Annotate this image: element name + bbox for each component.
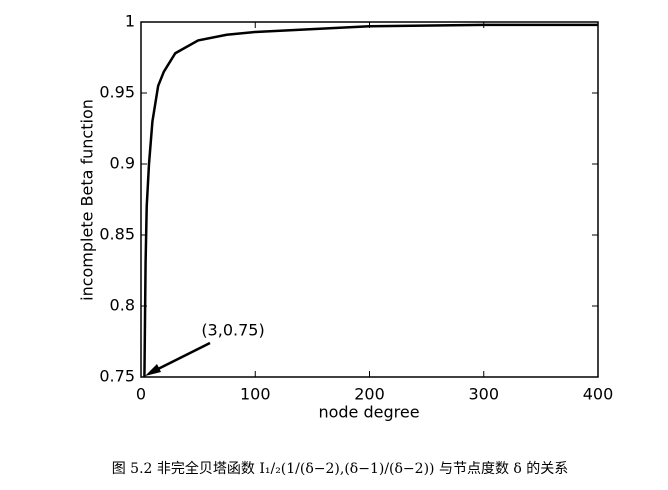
y-tick-label: 0.95 xyxy=(99,83,135,102)
caption: 图 5.2 非完全贝塔函数 I₁/₂(1/(δ−2),(δ−1)/(δ−2)) … xyxy=(112,460,569,477)
y-tick-label: 0.85 xyxy=(99,225,135,244)
y-tick-label: 0.9 xyxy=(110,154,135,173)
y-axis-label: incomplete Beta function xyxy=(78,99,97,301)
arrow-head xyxy=(145,364,161,376)
x-tick-label: 200 xyxy=(354,385,385,404)
annotation-arrow xyxy=(149,341,211,375)
x-tick-label: 0 xyxy=(136,385,146,404)
x-tick-label: 400 xyxy=(583,385,614,404)
x-tick-label: 300 xyxy=(468,385,499,404)
y-tick-label: 0.75 xyxy=(99,367,135,386)
line xyxy=(143,23,598,378)
y-tick-label: 1 xyxy=(125,12,135,31)
y-tick-label: 0.8 xyxy=(110,296,135,315)
annotation: (3,0.75) xyxy=(201,321,264,340)
x-tick-label: 100 xyxy=(240,385,271,404)
x-axis-label: node degree xyxy=(318,403,419,422)
